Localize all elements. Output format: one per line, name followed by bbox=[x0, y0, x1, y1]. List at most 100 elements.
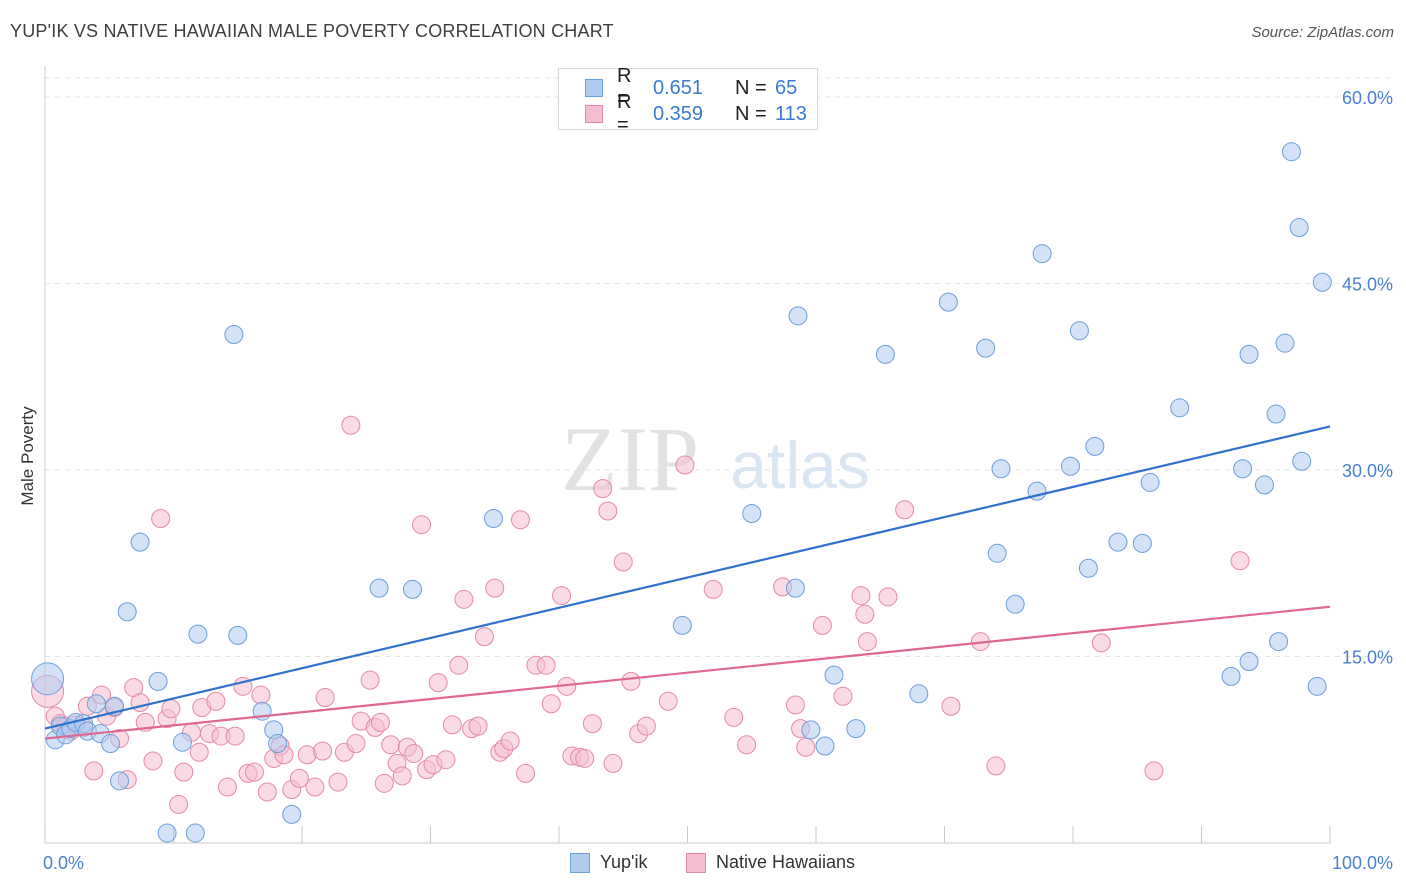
hawaii-point bbox=[189, 742, 209, 762]
hawaii-point bbox=[360, 670, 380, 690]
hawaii-point bbox=[796, 737, 816, 757]
yupik-point bbox=[31, 662, 65, 696]
yupik-point bbox=[1239, 651, 1259, 671]
hawaii-point bbox=[941, 696, 961, 716]
watermark-atlas: atlas bbox=[730, 428, 869, 502]
yupik-point bbox=[1289, 218, 1309, 238]
yupik-point bbox=[1085, 436, 1105, 456]
hawaii-point bbox=[381, 735, 401, 755]
hawaii-point bbox=[895, 500, 915, 520]
yupik-n-value: 65 bbox=[775, 76, 798, 99]
hawaii-point bbox=[468, 716, 488, 736]
hawaii-point bbox=[225, 726, 245, 746]
hawaii-point bbox=[516, 763, 536, 783]
hawaii-point bbox=[412, 515, 432, 535]
yupik-point bbox=[788, 306, 808, 326]
hawaii-point bbox=[454, 589, 474, 609]
hawaii-legend-label: Native Hawaiians bbox=[716, 852, 856, 872]
hawaii-point bbox=[485, 578, 505, 598]
yupik-point bbox=[282, 804, 302, 824]
hawaii-point bbox=[143, 751, 163, 771]
hawaii-point bbox=[474, 627, 494, 647]
hawaii-point bbox=[169, 794, 189, 814]
trend-lines bbox=[44, 425, 1331, 740]
yupik-point bbox=[403, 579, 423, 599]
watermark: ZIP atlas bbox=[561, 408, 870, 510]
yupik-point bbox=[483, 508, 503, 528]
yupik-point bbox=[801, 720, 821, 740]
yupik-point bbox=[1239, 344, 1259, 364]
correlation-legend: R = 0.651 N = 65 R = 0.359 N = 113 bbox=[558, 65, 818, 136]
yupik-point bbox=[815, 736, 835, 756]
yupik-point bbox=[185, 823, 205, 843]
hawaii-point bbox=[812, 615, 832, 635]
hawaii-r-value: 0.359 bbox=[653, 102, 704, 125]
hawaii-point bbox=[174, 762, 194, 782]
x-tick-label-max: 100.0% bbox=[1332, 853, 1393, 873]
tick-labels: 15.0% 30.0% 45.0% 60.0% 0.0% 100.0% bbox=[43, 88, 1393, 873]
yupik-point bbox=[1140, 472, 1160, 492]
hawaii-point bbox=[1144, 761, 1164, 781]
hawaii-point bbox=[857, 632, 877, 652]
yupik-point bbox=[110, 771, 130, 791]
yupik-point bbox=[1292, 451, 1312, 471]
y-axis-label: Male Poverty bbox=[18, 406, 37, 506]
hawaii-point bbox=[370, 712, 390, 732]
yupik-point bbox=[742, 504, 762, 524]
yupik-point bbox=[1307, 676, 1327, 696]
yupik-point bbox=[1275, 333, 1295, 353]
hawaii-point bbox=[404, 743, 424, 763]
hawaii-point bbox=[289, 768, 309, 788]
n-label: N = bbox=[735, 76, 767, 99]
hawaii-legend-swatch bbox=[686, 852, 706, 873]
source-label: Source: ZipAtlas.com bbox=[1251, 24, 1394, 41]
yupik-point bbox=[228, 625, 248, 645]
y-tick-label: 30.0% bbox=[1342, 461, 1393, 481]
hawaii-point bbox=[313, 741, 333, 761]
hawaii-point bbox=[1230, 551, 1250, 571]
hawaii-point bbox=[737, 735, 757, 755]
y-tick-label: 15.0% bbox=[1342, 648, 1393, 668]
yupik-point bbox=[824, 665, 844, 685]
yupik-point bbox=[268, 734, 288, 754]
yupik-point bbox=[976, 338, 996, 358]
hawaii-point bbox=[593, 479, 613, 499]
yupik-legend-swatch bbox=[570, 852, 590, 873]
hawaii-point bbox=[392, 766, 412, 786]
hawaii-point bbox=[724, 707, 744, 727]
hawaii-point bbox=[161, 699, 181, 719]
yupik-trend-line bbox=[44, 425, 1331, 730]
yupik-point bbox=[1269, 632, 1289, 652]
yupik-point bbox=[1132, 533, 1152, 553]
hawaii-point bbox=[636, 716, 656, 736]
legend-row-yupik: R = 0.651 N = 65 bbox=[585, 65, 798, 110]
yupik-point bbox=[909, 684, 929, 704]
hawaii-point bbox=[244, 762, 264, 782]
yupik-point bbox=[1005, 594, 1025, 614]
hawaii-swatch bbox=[585, 105, 603, 123]
hawaii-point bbox=[341, 415, 361, 435]
hawaii-point bbox=[658, 691, 678, 711]
yupik-point bbox=[1266, 404, 1286, 424]
y-tick-label: 45.0% bbox=[1342, 275, 1393, 295]
yupik-point bbox=[846, 719, 866, 739]
hawaii-point bbox=[575, 748, 595, 768]
yupik-point bbox=[117, 602, 137, 622]
hawaii-point bbox=[346, 734, 366, 754]
yupik-point bbox=[101, 734, 121, 754]
yupik-point bbox=[1069, 321, 1089, 341]
yupik-point bbox=[130, 532, 150, 552]
y-tick-label: 60.0% bbox=[1342, 88, 1393, 108]
hawaii-point bbox=[536, 655, 556, 675]
hawaii-point bbox=[785, 695, 805, 715]
hawaii-point bbox=[675, 455, 695, 475]
yupik-point bbox=[157, 823, 177, 843]
yupik-point bbox=[1170, 398, 1190, 418]
yupik-point bbox=[86, 694, 106, 714]
axes bbox=[44, 66, 1331, 844]
hawaii-point bbox=[598, 501, 618, 521]
hawaii-point bbox=[582, 714, 602, 734]
yupik-point bbox=[1254, 475, 1274, 495]
n-label: N = bbox=[735, 102, 767, 125]
